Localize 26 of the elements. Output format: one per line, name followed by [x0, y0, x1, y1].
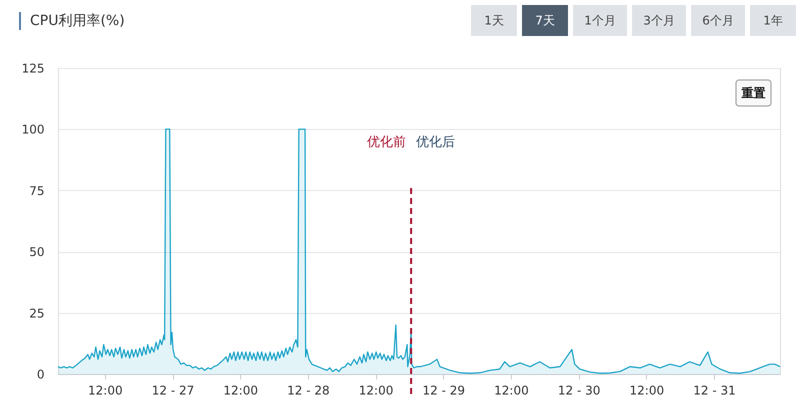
- x-tick-label: 12:00: [88, 384, 123, 398]
- y-tick-label: 0: [36, 368, 44, 382]
- text: 1天: [484, 14, 504, 28]
- y-tick-label: 125: [22, 62, 44, 76]
- x-tick-label: 12 - 29: [422, 384, 466, 398]
- x-tick-label: 12 - 28: [287, 384, 330, 398]
- text: 1年: [763, 14, 783, 28]
- text: 3个月: [643, 14, 675, 28]
- x-tick-label: 12:00: [223, 384, 258, 398]
- text: 7天: [535, 14, 555, 28]
- y-tick-label: 75: [29, 184, 44, 198]
- ref-line-label: 优化前: [367, 135, 406, 150]
- x-tick-label: 12:00: [494, 384, 529, 398]
- y-tick-label: 50: [29, 245, 44, 260]
- x-tick-label: 12:00: [630, 384, 664, 398]
- y-tick-label: 100: [22, 122, 44, 137]
- x-tick-label: 12 - 30: [558, 384, 600, 398]
- chart-title: CPU利用率(%): [30, 13, 125, 29]
- y-tick-label: 25: [29, 306, 44, 320]
- x-tick-label: 12:00: [358, 384, 394, 398]
- x-tick-label: 12 - 31: [693, 384, 736, 398]
- text: 6个月: [702, 14, 734, 28]
- annotation: 优化后: [416, 135, 456, 150]
- annotation: 重置: [740, 86, 766, 100]
- x-tick-label: 12 - 27: [152, 384, 194, 398]
- text: 1个月: [584, 14, 616, 28]
